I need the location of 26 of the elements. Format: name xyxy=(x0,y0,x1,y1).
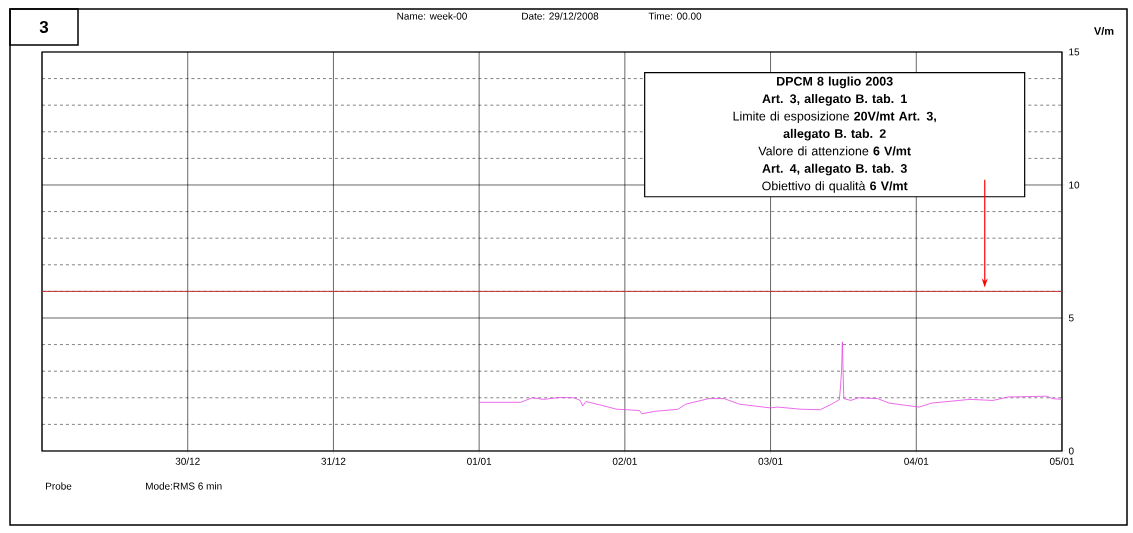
line-series xyxy=(478,341,1062,415)
text: Probe xyxy=(46,482,72,490)
x-tick-label: 31/12 xyxy=(321,457,346,465)
text: Mode:RMS 6 min xyxy=(146,482,222,490)
y-tick-label: 10 xyxy=(1069,181,1080,189)
x-tick-label: 01/01 xyxy=(467,457,492,465)
text: Date: 29/12/2008 xyxy=(522,12,599,20)
annotation: Valore di attenzione 6 V/mt xyxy=(758,146,911,156)
y-tick-label: 0 xyxy=(1068,447,1074,455)
x-tick-label: 04/01 xyxy=(904,457,929,465)
chart-title: 3 xyxy=(39,20,49,33)
text: Time: 00.00 xyxy=(648,12,702,20)
x-tick-label: 03/01 xyxy=(758,457,783,465)
annotation: Art. 3, allegato B. tab. 1 xyxy=(762,93,907,106)
y-axis-title: V/m xyxy=(1094,26,1114,36)
x-tick-label: 05/01 xyxy=(1049,457,1074,465)
annotation: allegato B. tab. 2 xyxy=(783,128,886,141)
x-tick-label: 30/12 xyxy=(175,457,200,465)
annotation: Limite di esposizione 20V/mt Art. 3, xyxy=(733,111,936,123)
annotation: Obiettivo di qualità 6 V/mt xyxy=(762,180,908,193)
text: Name: week-00 xyxy=(397,12,467,20)
annotation: DPCM 8 luglio 2003 xyxy=(777,76,893,89)
y-tick-label: 5 xyxy=(1068,314,1074,322)
annotation: Art. 4, allegato B. tab. 3 xyxy=(762,163,907,176)
y-tick-label: 15 xyxy=(1069,48,1080,56)
x-tick-label: 02/01 xyxy=(612,457,637,465)
